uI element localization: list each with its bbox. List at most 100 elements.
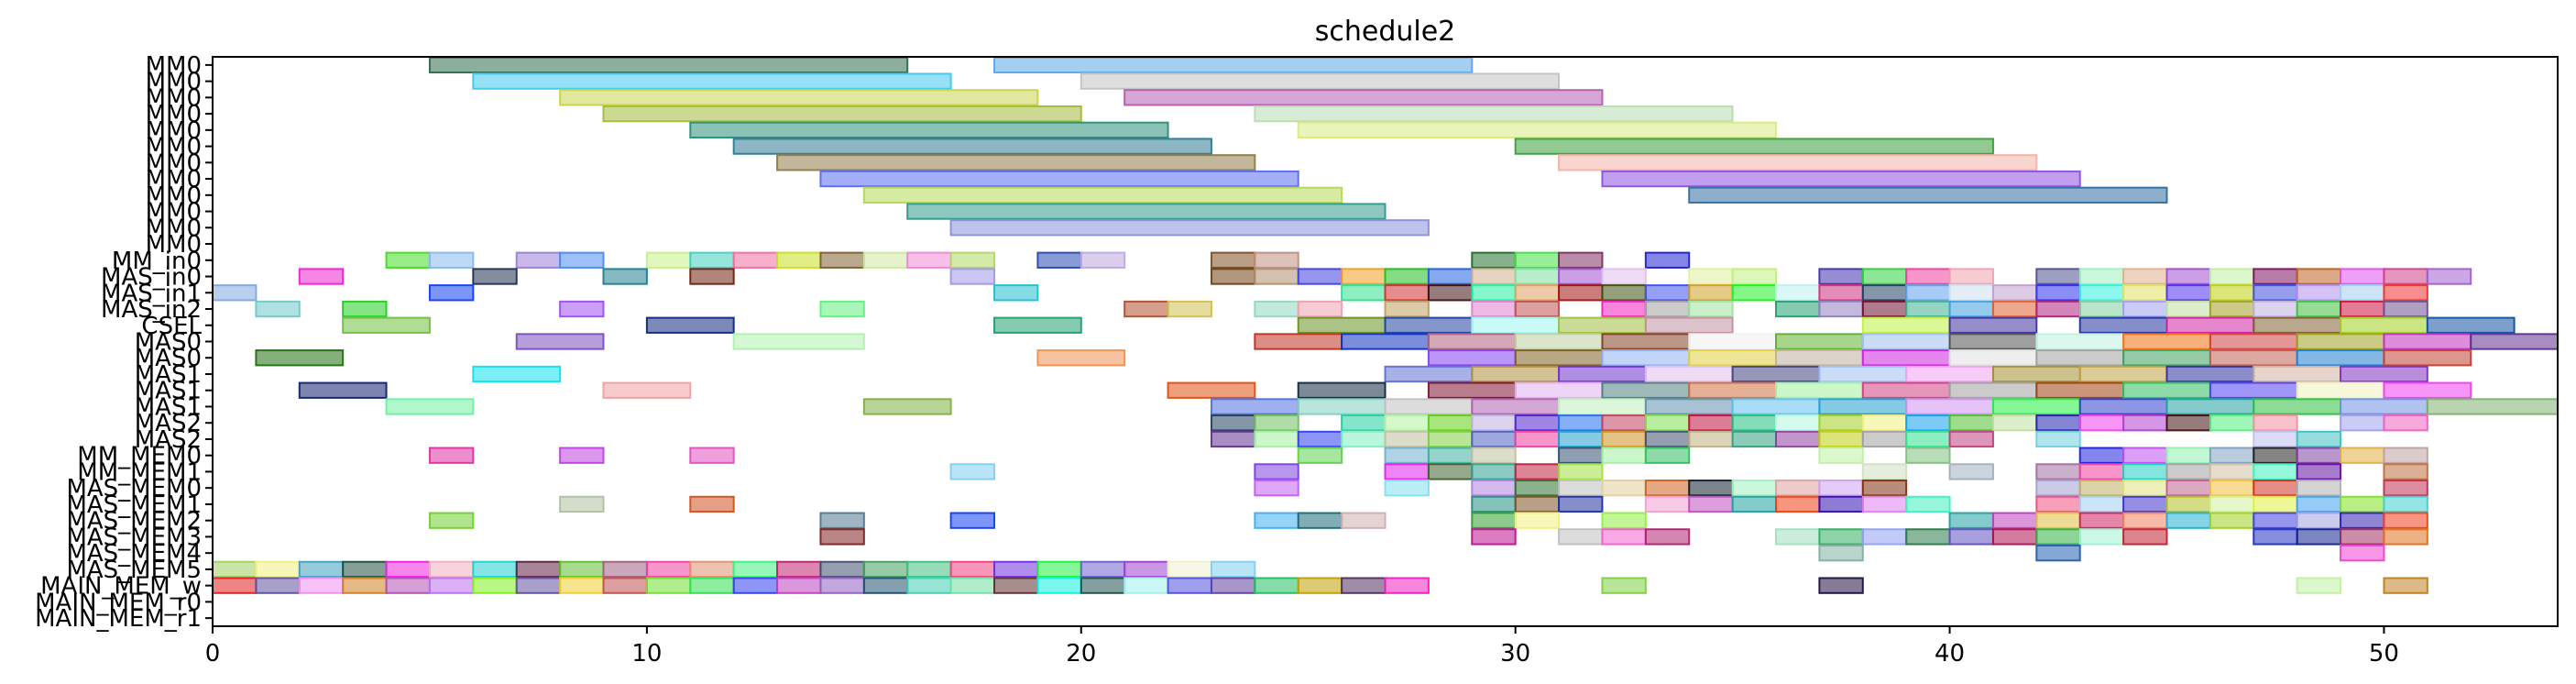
task-bar bbox=[776, 577, 822, 594]
task-bar bbox=[1384, 365, 1474, 383]
task-bar bbox=[1818, 447, 1864, 464]
task-bar bbox=[1818, 495, 1864, 513]
task-bar bbox=[1688, 480, 1734, 497]
task-bar bbox=[1427, 414, 1474, 432]
y-tick-label: MAS_MEM2 bbox=[66, 508, 202, 535]
task-bar bbox=[1818, 398, 1908, 415]
task-bar bbox=[1644, 251, 1691, 269]
task-bar bbox=[385, 577, 431, 594]
task-bar bbox=[1775, 333, 1864, 350]
task-bar bbox=[1514, 381, 1604, 399]
task-bar bbox=[2165, 398, 2255, 415]
task-bar bbox=[689, 560, 735, 579]
task-bar bbox=[1254, 577, 1299, 594]
task-bar bbox=[1861, 284, 1908, 302]
task-bar bbox=[2383, 512, 2428, 529]
task-bar bbox=[1471, 365, 1561, 383]
task-bar bbox=[1731, 495, 1777, 513]
y-axis: MM0MM0MM0MM0MM0MM0MM0MM0MM0MM0MM0MM0MM_i… bbox=[35, 52, 213, 633]
task-bar bbox=[1818, 414, 1864, 432]
task-bar bbox=[255, 577, 301, 594]
task-bar bbox=[1644, 528, 1691, 546]
task-bar bbox=[515, 560, 562, 579]
task-bar bbox=[1427, 268, 1474, 285]
task-bar bbox=[428, 56, 909, 74]
task-bar bbox=[2253, 398, 2342, 415]
task-bar bbox=[1558, 251, 1604, 269]
task-bar bbox=[2209, 284, 2255, 302]
task-bar bbox=[1297, 300, 1343, 318]
task-bar bbox=[1818, 577, 1864, 594]
task-bar bbox=[1341, 333, 1430, 350]
task-bar bbox=[1341, 430, 1387, 448]
task-bar bbox=[2078, 398, 2168, 415]
task-bar bbox=[2340, 284, 2385, 302]
task-bar bbox=[1775, 414, 1821, 432]
task-bar bbox=[1818, 365, 1908, 383]
task-bar bbox=[2122, 512, 2168, 529]
task-bar bbox=[1948, 430, 1994, 448]
task-bar bbox=[1991, 365, 2081, 383]
task-bar bbox=[2165, 284, 2211, 302]
task-bar bbox=[1731, 365, 1821, 383]
task-bar bbox=[1080, 72, 1561, 90]
task-bar bbox=[602, 577, 648, 594]
task-bar bbox=[1818, 544, 1864, 562]
task-bar bbox=[645, 577, 692, 594]
task-bar bbox=[2383, 381, 2472, 399]
task-bar bbox=[472, 577, 518, 594]
task-bar bbox=[1644, 284, 1691, 302]
task-bar bbox=[1297, 512, 1343, 529]
task-bar bbox=[2209, 512, 2255, 529]
task-bar bbox=[2209, 381, 2298, 399]
task-bar bbox=[2165, 365, 2255, 383]
task-bar bbox=[1905, 495, 1951, 513]
task-bar bbox=[2340, 316, 2428, 334]
task-bar bbox=[1601, 512, 1647, 529]
y-tick-label: CSEL bbox=[141, 313, 202, 340]
task-bar bbox=[1775, 528, 1821, 546]
task-bar bbox=[819, 560, 865, 579]
task-bar bbox=[1731, 414, 1777, 432]
task-bar bbox=[2253, 414, 2298, 432]
task-bar bbox=[1601, 268, 1647, 285]
task-bar bbox=[1905, 414, 1951, 432]
task-bar bbox=[1471, 463, 1517, 480]
task-bar bbox=[1254, 333, 1343, 350]
task-bar bbox=[1558, 316, 1647, 334]
task-bar bbox=[2383, 268, 2428, 285]
task-bar bbox=[1601, 300, 1647, 318]
task-bar bbox=[1601, 480, 1647, 497]
task-bar bbox=[862, 577, 909, 594]
y-tick-label: MAS0 bbox=[135, 329, 202, 357]
x-tick-label: 30 bbox=[1500, 640, 1530, 667]
task-bar bbox=[559, 577, 605, 594]
task-bar bbox=[1818, 430, 1864, 448]
task-bar bbox=[428, 251, 475, 269]
task-bar bbox=[2253, 463, 2298, 480]
task-bar bbox=[1297, 268, 1343, 285]
task-bar bbox=[819, 251, 865, 269]
task-bar bbox=[1210, 251, 1256, 269]
task-bar bbox=[2122, 268, 2168, 285]
task-bar bbox=[689, 268, 735, 285]
task-bar bbox=[1297, 121, 1777, 139]
task-bar bbox=[2035, 430, 2081, 448]
task-bar bbox=[1341, 512, 1387, 529]
task-bar bbox=[515, 333, 605, 350]
y-tick-label: MM0 bbox=[146, 101, 202, 128]
y-tick-label: MM_in0 bbox=[112, 248, 202, 275]
task-bar bbox=[1905, 430, 1951, 448]
task-bar bbox=[1601, 333, 1691, 350]
task-bar bbox=[1297, 316, 1387, 334]
task-bar bbox=[1688, 349, 1777, 367]
task-bar bbox=[1991, 528, 2038, 546]
task-bar bbox=[1167, 300, 1212, 318]
task-bar bbox=[1384, 268, 1430, 285]
task-bar bbox=[645, 316, 735, 334]
task-bar bbox=[1644, 398, 1734, 415]
task-bar bbox=[2122, 300, 2168, 318]
task-bar bbox=[472, 72, 952, 90]
y-tick-label: MM0 bbox=[146, 134, 202, 161]
